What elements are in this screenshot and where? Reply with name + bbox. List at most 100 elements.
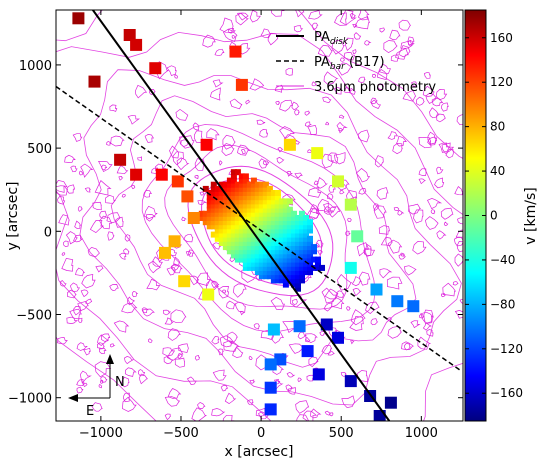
photometry-contour — [121, 302, 138, 314]
photometry-contour — [390, 54, 400, 62]
photometry-contour — [436, 166, 444, 175]
velocity-cell — [218, 198, 225, 205]
velocity-cell — [270, 240, 277, 246]
velocity-cell — [291, 252, 297, 259]
colorbar-tick-label: −120 — [490, 342, 523, 356]
photometry-contour — [135, 84, 148, 99]
velocity-cell — [254, 210, 261, 217]
velocity-cell — [234, 194, 241, 201]
velocity-cell — [299, 223, 305, 230]
photometry-contour — [276, 157, 285, 164]
photometry-contour — [402, 90, 417, 102]
velocity-cell — [262, 235, 269, 242]
photometry-contour — [307, 124, 317, 136]
photometry-contour — [66, 316, 79, 324]
velocity-cell — [218, 202, 225, 209]
velocity-block — [88, 75, 101, 88]
velocity-cell — [214, 185, 221, 192]
velocity-cell — [274, 206, 281, 213]
velocity-cell — [230, 223, 237, 230]
velocity-cell — [299, 227, 305, 234]
velocity-cell — [270, 248, 277, 255]
velocity-cell — [282, 235, 289, 242]
compass-east-label: E — [86, 404, 94, 419]
photometry-contour — [393, 207, 400, 212]
velocity-cell — [250, 177, 257, 184]
velocity-cell — [282, 202, 289, 209]
photometry-contour — [170, 309, 187, 324]
velocity-cell — [303, 244, 309, 251]
velocity-cell — [206, 206, 213, 213]
velocity-cell — [214, 190, 221, 196]
photometry-contour — [249, 10, 262, 23]
velocity-cell — [286, 215, 293, 221]
photometry-contour — [327, 152, 339, 164]
velocity-cell — [307, 264, 313, 271]
photometry-contour — [379, 268, 393, 279]
velocity-cell — [286, 223, 293, 230]
velocity-cell — [262, 240, 269, 246]
velocity-cell — [242, 181, 249, 188]
velocity-cell — [218, 223, 225, 230]
photometry-contour — [376, 187, 389, 200]
velocity-cell — [214, 206, 221, 213]
velocity-cell — [262, 185, 269, 192]
photometry-contour — [441, 142, 455, 154]
velocity-cell — [286, 277, 293, 284]
velocity-cell — [242, 177, 249, 184]
velocity-cell — [250, 190, 257, 196]
colorbar: 160 120 80 40 0 −40 −80 −120 −160 v [km/s] — [464, 9, 539, 422]
velocity-cell — [206, 215, 213, 221]
photometry-contour — [418, 136, 432, 149]
velocity-cell — [274, 210, 281, 217]
velocity-cell — [303, 235, 309, 242]
velocity-cell — [278, 256, 285, 263]
velocity-cell — [258, 264, 265, 271]
velocity-cell — [266, 206, 273, 213]
velocity-cell — [242, 206, 249, 213]
velocity-cell — [222, 210, 229, 217]
photometry-contour — [124, 234, 131, 242]
velocity-cell — [238, 256, 245, 263]
velocity-block — [72, 12, 85, 25]
photometry-contour — [179, 135, 195, 149]
velocity-cell — [291, 215, 297, 221]
photometry-contour — [404, 265, 417, 276]
velocity-cell — [286, 210, 293, 217]
velocity-cell — [214, 215, 221, 221]
velocity-cell — [274, 235, 281, 242]
velocity-cell — [270, 223, 277, 230]
photometry-contour — [61, 252, 66, 256]
velocity-cell — [274, 244, 281, 251]
velocity-cell — [262, 227, 269, 234]
velocity-cell — [303, 227, 309, 234]
velocity-cell — [270, 190, 277, 196]
photometry-contour — [227, 331, 239, 345]
photometry-contour — [423, 72, 431, 79]
photometry-contour — [172, 151, 184, 166]
velocity-cell — [278, 244, 285, 251]
velocity-cell — [218, 240, 225, 246]
velocity-cell — [278, 227, 285, 234]
velocity-cell — [311, 256, 317, 263]
photometry-contour — [418, 178, 427, 185]
velocity-cell — [222, 231, 229, 238]
photometry-contour — [164, 413, 171, 421]
velocity-cell — [262, 269, 269, 276]
velocity-cell — [266, 227, 273, 234]
velocity-cell — [238, 248, 245, 255]
velocity-cell — [278, 277, 285, 284]
velocity-cell — [226, 240, 233, 246]
velocity-cell — [303, 223, 309, 230]
photometry-contour — [191, 407, 208, 421]
velocity-cell — [242, 252, 249, 259]
velocity-cell — [254, 252, 261, 259]
velocity-cell — [198, 215, 205, 221]
photometry-contour — [107, 231, 115, 241]
velocity-block — [301, 345, 314, 358]
velocity-cell — [262, 260, 269, 267]
velocity-cell — [262, 194, 269, 201]
velocity-cell — [254, 194, 261, 201]
velocity-cell — [242, 173, 249, 180]
photometry-contour — [224, 392, 237, 405]
